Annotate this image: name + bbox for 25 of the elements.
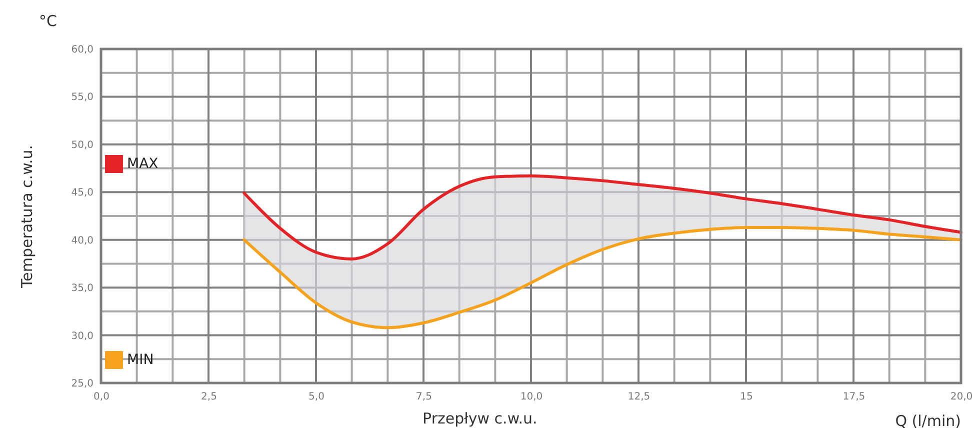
legend-label: MIN (127, 352, 154, 368)
x-tick-label: 0,0 (94, 392, 110, 402)
y-axis-title: Temperatura c.w.u. (18, 144, 36, 290)
x-axis-title: Przepływ c.w.u. (422, 410, 538, 428)
x-tick-label: 10,0 (520, 392, 543, 402)
y-tick-label: 50,0 (71, 140, 94, 151)
x-tick-label: 12,5 (628, 392, 650, 402)
y-tick-label: 35,0 (71, 283, 94, 294)
x-tick-label: 20,0 (950, 392, 973, 402)
y-tick-label: 25,0 (71, 378, 94, 390)
y-tick-label: 40,0 (71, 235, 94, 246)
y-tick-label: 55,0 (71, 92, 94, 104)
x-tick-label: 15 (740, 392, 753, 402)
y-tick-label: 30,0 (71, 330, 94, 342)
legend-label: MAX (127, 156, 159, 172)
y-tick-label: 60,0 (71, 44, 94, 56)
line-series (242, 174, 962, 260)
x-tick-label: 5,0 (308, 392, 324, 402)
x-tick-label: 17,5 (842, 392, 866, 402)
x-tick-label: 7,5 (416, 392, 432, 402)
text: °C (39, 12, 57, 30)
x-tick-label: 2,5 (201, 392, 217, 402)
y-tick-label: 45,0 (71, 188, 94, 199)
line-series (242, 226, 962, 330)
text: Q (l/min) (895, 412, 961, 430)
